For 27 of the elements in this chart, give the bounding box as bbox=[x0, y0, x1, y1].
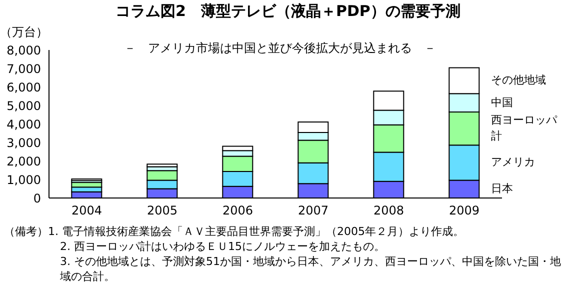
text: （備考）1. 電子情報技術産業協会「ＡＶ主要品目世界需要予測」（2005年２月）より作成。 bbox=[4, 224, 465, 239]
x-tick-label: 2005 bbox=[146, 204, 178, 218]
y-tick-label: 2,000 bbox=[6, 154, 41, 168]
series-label: 西ヨーロッパ計 bbox=[491, 114, 558, 143]
y-axis-title: （万台） bbox=[0, 24, 48, 41]
chart-subtitle: － アメリカ市場は中国と並び今後拡大が見込まれる － bbox=[123, 40, 437, 57]
y-tick-label: 6,000 bbox=[6, 80, 41, 94]
chart-title: コラム図2 薄型テレビ（液晶＋PDP）の需要予測 bbox=[114, 2, 462, 21]
bar bbox=[146, 164, 178, 168]
x-tick-label: 2006 bbox=[222, 204, 254, 218]
y-tick-label: 4,000 bbox=[6, 117, 41, 132]
y-tick-label: 5,000 bbox=[6, 98, 41, 113]
x-tick-label: 2008 bbox=[373, 204, 404, 218]
x-tick-label: 2009 bbox=[448, 204, 480, 218]
x-tick-label: 2004 bbox=[71, 204, 102, 218]
y-tick-label: 8,000 bbox=[6, 43, 41, 58]
text: 2. 西ヨーロッパ計はいわゆるＥＵ15にノルウェーを加えたもの。 bbox=[59, 239, 386, 254]
y-tick-label: 0 bbox=[33, 191, 41, 206]
y-tick-label: 3,000 bbox=[6, 136, 41, 150]
series-label: アメリカ bbox=[491, 156, 536, 169]
y-tick-label: 1,000 bbox=[6, 172, 41, 187]
series-label: その他地域 bbox=[491, 74, 546, 87]
series-label: 日本 bbox=[491, 182, 514, 196]
x-tick-label: 2007 bbox=[298, 204, 329, 218]
y-tick-label: 7,000 bbox=[6, 62, 41, 76]
text: 3. その他地域とは、予測対象51か国・地域から日本、アメリカ、西ヨーロッパ、中国を除いた国・地域の合計。 bbox=[59, 254, 562, 284]
series-label: 中国 bbox=[491, 96, 514, 109]
